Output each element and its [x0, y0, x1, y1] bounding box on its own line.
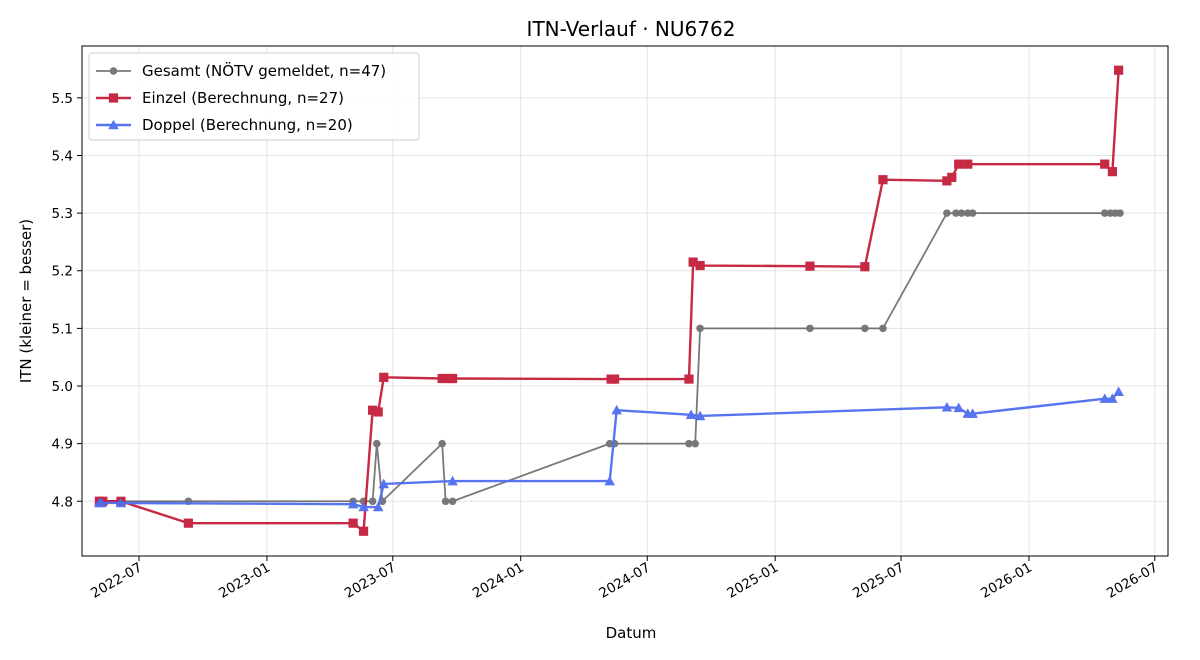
legend-label: Gesamt (NÖTV gemeldet, n=47): [142, 61, 386, 80]
data-point: [1099, 393, 1111, 403]
data-point: [358, 501, 369, 512]
data-point: [1113, 386, 1124, 396]
legend-box: [88, 52, 420, 141]
y-axis: 4.8 4.9 5.0 5.1 5.2 5.3 5.4 5.5: [52, 91, 82, 510]
data-point: [358, 526, 369, 536]
data-point: [943, 209, 951, 217]
x-tick-label: 2026-01: [978, 560, 1035, 602]
data-point: [954, 159, 964, 169]
data-point: [441, 497, 450, 506]
data-point: [368, 405, 378, 415]
data-point: [688, 257, 698, 267]
y-tick-label: 5.2: [52, 264, 73, 280]
x-tick-label: 2024-07: [596, 560, 653, 602]
series-3: [94, 386, 1124, 512]
y-tick-label: 4.9: [52, 437, 73, 453]
data-point: [685, 409, 697, 420]
data-point: [861, 324, 869, 333]
data-point: [878, 175, 888, 185]
legend-entry: [96, 93, 131, 103]
data-point: [1116, 209, 1124, 217]
legend-marker: [108, 119, 119, 130]
y-tick-label: 4.8: [52, 494, 73, 510]
data-point: [609, 374, 620, 384]
data-point: [1107, 167, 1117, 177]
data-point: [368, 497, 377, 506]
data-point: [860, 262, 870, 272]
data-point: [437, 373, 447, 384]
y-tick-label: 5.1: [52, 321, 73, 337]
data-point: [968, 209, 977, 217]
data-point: [1100, 209, 1109, 217]
data-point: [1114, 65, 1124, 75]
data-point: [448, 497, 457, 506]
data-point: [952, 209, 960, 217]
data-point: [372, 501, 384, 512]
y-tick-label: 5.4: [52, 148, 73, 164]
x-tick-label: 2025-01: [724, 560, 781, 602]
series-layer: [94, 65, 1124, 536]
chart-title: ITN-Verlauf · NU6762: [527, 17, 736, 41]
data-point: [685, 439, 693, 448]
x-tick-label: 2023-01: [216, 560, 273, 602]
y-tick-label: 5.0: [52, 379, 73, 395]
legend-entry: [96, 67, 131, 75]
legend: Gesamt (NÖTV gemeldet, n=47) Einzel (Bere…: [88, 52, 420, 141]
data-point: [684, 374, 694, 384]
data-point: [447, 475, 458, 486]
data-point: [348, 518, 358, 528]
x-tick-label: 2026-07: [1104, 560, 1161, 602]
data-point: [347, 498, 359, 509]
y-tick-label: 5.5: [52, 91, 73, 107]
data-point: [1107, 393, 1118, 403]
data-point: [438, 439, 446, 448]
data-point: [695, 260, 705, 271]
data-point: [1100, 159, 1110, 169]
data-point: [604, 475, 615, 486]
series-1: [95, 209, 1124, 506]
x-axis-label: Datum: [606, 624, 657, 642]
data-point: [963, 159, 973, 169]
data-point: [957, 209, 966, 217]
legend-marker: [109, 67, 118, 75]
x-tick-label: 2022-07: [88, 560, 145, 602]
data-point: [806, 324, 814, 333]
data-point: [373, 407, 383, 417]
data-point: [953, 402, 965, 413]
data-point: [183, 518, 193, 528]
data-point: [115, 497, 127, 508]
legend-label: Doppel (Berechnung, n=20): [142, 116, 353, 134]
legend-label: Einzel (Berechnung, n=27): [142, 89, 344, 107]
legend-entry: [96, 119, 131, 130]
y-tick-label: 5.3: [52, 206, 73, 222]
data-point: [96, 497, 107, 508]
x-tick-label: 2025-07: [850, 560, 907, 602]
x-tick-label: 2024-01: [470, 560, 527, 602]
data-point: [691, 439, 700, 448]
data-point: [967, 408, 978, 418]
data-point: [694, 410, 706, 421]
y-axis-label: ITN (kleiner = besser): [17, 219, 35, 383]
grid: [82, 46, 1168, 556]
data-point: [942, 176, 952, 186]
x-axis: 2022-07 2023-01 2023-07 2024-01 2024-07 2025-…: [88, 556, 1161, 602]
data-point: [941, 402, 953, 412]
series-line: [99, 212, 1121, 503]
data-point: [372, 439, 381, 448]
data-point: [696, 324, 704, 333]
legend-marker: [108, 93, 119, 103]
series-line: [99, 390, 1120, 509]
data-point: [447, 373, 458, 384]
data-point: [611, 404, 622, 415]
data-point: [378, 478, 390, 489]
data-point: [879, 324, 887, 333]
data-point: [379, 372, 389, 382]
plot-frame: [81, 45, 1169, 557]
x-tick-label: 2023-07: [342, 560, 399, 602]
data-point: [947, 172, 957, 182]
data-point: [805, 261, 815, 271]
